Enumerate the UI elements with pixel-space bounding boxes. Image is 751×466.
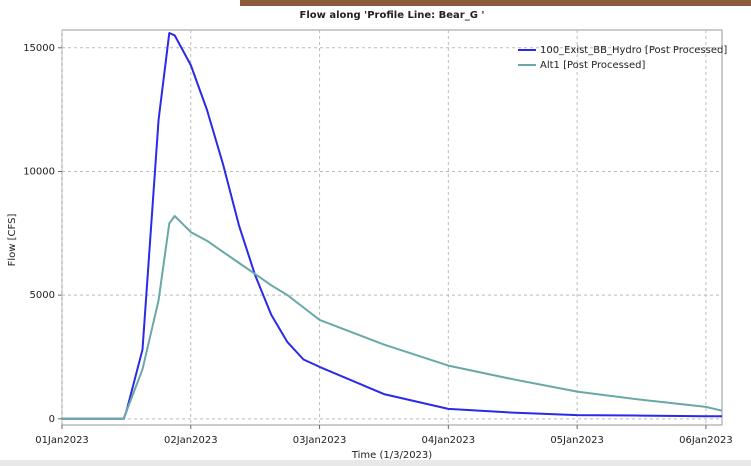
y-tick-label: 10000 [23, 166, 55, 177]
x-tick-label: 02Jan2023 [164, 435, 218, 446]
bottom-strip [0, 460, 751, 466]
x-tick-label: 05Jan2023 [550, 435, 604, 446]
x-tick-label: 01Jan2023 [35, 435, 89, 446]
plot-area [61, 29, 723, 426]
y-tick-label: 15000 [23, 43, 55, 54]
x-tick-label: 04Jan2023 [422, 435, 476, 446]
top-strip [240, 0, 751, 6]
series-line [62, 215, 723, 420]
legend-label: Alt1 [Post Processed] [540, 60, 646, 71]
legend-label: 100_Exist_BB_Hydro [Post Processed] [540, 45, 727, 56]
x-tick-label: 06Jan2023 [679, 435, 733, 446]
y-axis-title: Flow [CFS] [7, 214, 18, 267]
chart-title: Flow along 'Profile Line: Bear_G ' [300, 10, 485, 21]
x-axis-title: Time (1/3/2023) [351, 450, 432, 461]
y-tick-label: 0 [49, 414, 55, 425]
x-tick-label: 03Jan2023 [293, 435, 347, 446]
y-tick-label: 5000 [30, 290, 55, 301]
